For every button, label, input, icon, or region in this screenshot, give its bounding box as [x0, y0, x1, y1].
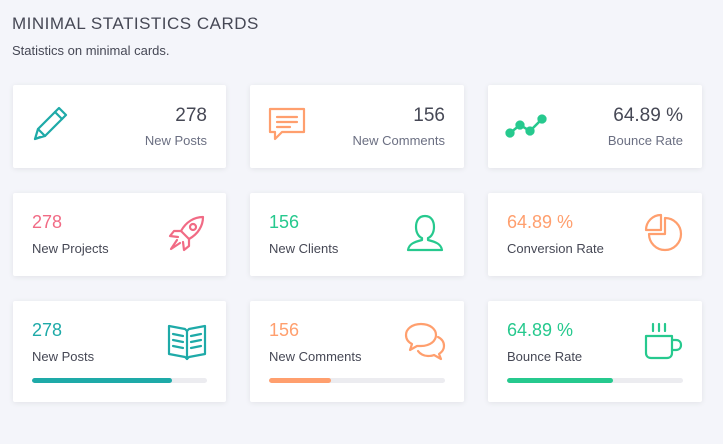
- pencil-icon: [29, 103, 71, 145]
- stat-value: 64.89 %: [507, 212, 574, 232]
- book-icon: [166, 320, 208, 362]
- stat-label: New Posts: [144, 133, 207, 148]
- stat-card-new-comments: 156 New Comments: [250, 85, 464, 168]
- stat-value: 278: [32, 320, 63, 340]
- progress-track: [269, 378, 445, 383]
- trend-line-icon: [504, 109, 548, 141]
- stat-value: 156: [269, 320, 300, 340]
- rocket-icon: [166, 212, 208, 254]
- stat-card-bounce-rate-progress: 64.89 % Bounce Rate: [488, 301, 702, 402]
- stat-value: 156: [413, 105, 445, 126]
- stat-card-conversion-rate: 64.89 % Conversion Rate: [488, 193, 702, 276]
- progress-track: [507, 378, 683, 383]
- stat-label: Conversion Rate: [507, 241, 604, 256]
- stat-label: New Comments: [269, 349, 362, 364]
- stat-card-bounce-rate: 64.89 % Bounce Rate: [488, 85, 702, 168]
- coffee-cup-icon: [642, 320, 684, 362]
- stat-value: 278: [175, 105, 207, 126]
- progress-track: [32, 378, 207, 383]
- stat-label: New Clients: [269, 241, 339, 256]
- user-icon: [404, 212, 446, 254]
- page-title: MINIMAL STATISTICS CARDS: [12, 14, 259, 33]
- chat-bubbles-icon: [404, 320, 446, 362]
- stat-label: New Posts: [32, 349, 95, 364]
- stat-label: New Comments: [352, 133, 445, 148]
- pie-chart-icon: [642, 212, 684, 254]
- stat-value: 64.89 %: [507, 320, 574, 340]
- stat-card-new-posts: 278 New Posts: [13, 85, 226, 168]
- page-subtitle: Statistics on minimal cards.: [12, 43, 170, 58]
- stat-card-new-projects: 278 New Projects: [13, 193, 226, 276]
- stat-value: 278: [32, 212, 63, 232]
- stat-card-new-clients: 156 New Clients: [250, 193, 464, 276]
- progress-fill: [32, 378, 172, 383]
- stat-label: Bounce Rate: [507, 349, 583, 364]
- stat-value: 156: [269, 212, 300, 232]
- stat-card-new-comments-progress: 156 New Comments: [250, 301, 464, 402]
- progress-fill: [507, 378, 613, 383]
- stat-label: Bounce Rate: [607, 133, 683, 148]
- stat-label: New Projects: [32, 241, 109, 256]
- stat-card-new-posts-progress: 278 New Posts: [13, 301, 226, 402]
- progress-fill: [269, 378, 331, 383]
- chat-bubble-icon: [266, 103, 308, 145]
- stat-value: 64.89 %: [613, 105, 683, 126]
